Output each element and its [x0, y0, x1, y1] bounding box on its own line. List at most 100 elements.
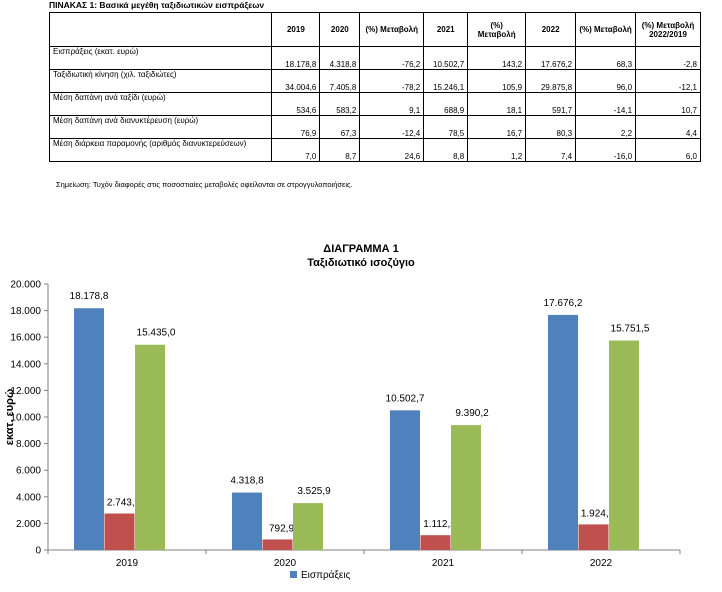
table-header-cell: 2020: [319, 12, 361, 47]
bar: [74, 308, 104, 550]
table-header-cell: 2022: [525, 12, 577, 47]
table-cell: 80,3: [525, 115, 577, 139]
table-cell: 7.405,8: [319, 69, 361, 93]
table-title: ΠΙΝΑΚΑΣ 1: Βασικά μεγέθη ταξιδιωτικών ει…: [49, 0, 265, 10]
table-cell: 67,3: [319, 115, 361, 139]
y-tick-label: 6.000: [16, 466, 41, 477]
table-cell: 78,5: [423, 115, 469, 139]
table-row: Μέση διάρκεια παραμονής (αριθμός διανυκτ…: [48, 138, 701, 162]
bar: [293, 503, 323, 550]
table-cell: 10,7: [635, 92, 701, 116]
bar: [390, 410, 420, 550]
table-header-cell: [48, 12, 273, 47]
data-label: 10.502,7: [386, 393, 425, 404]
table-cell: 2,2: [575, 115, 637, 139]
table-note: Σημείωση: Τυχόν διαφορές στις ποσοστιαίε…: [56, 180, 353, 189]
bar: [451, 425, 481, 550]
stats-table: 2019 2020 (%) Μεταβολή 2021 (%) Μεταβολή 2022…: [48, 12, 701, 162]
data-label: 2.743,8: [107, 498, 141, 509]
table-cell: -12,4: [359, 115, 425, 139]
table-row: Μέση δαπάνη ανά ταξίδι (ευρώ) 534,6 583,2 9…: [48, 92, 701, 116]
x-tick-label: 2022: [590, 558, 613, 569]
table-cell: 76,9: [271, 115, 321, 139]
table-cell: 68,3: [575, 46, 637, 70]
y-tick-label: 2.000: [16, 519, 41, 530]
table-row: Ταξιδιωτική κίνηση (χιλ. ταξιδιώτες) 34.0…: [48, 69, 701, 93]
table-cell: 18,1: [467, 92, 527, 116]
table-cell: 583,2: [319, 92, 361, 116]
table-header-cell: (%) Μεταβολή 2022/2019: [635, 12, 701, 47]
table-cell: -14,1: [575, 92, 637, 116]
table-header-cell: 2019: [271, 12, 321, 47]
table-cell: 4.318,8: [319, 46, 361, 70]
chart-subtitle: Ταξιδιωτικό ισοζύγιο: [307, 257, 415, 269]
table-header-cell: (%) Μεταβολή: [575, 12, 637, 47]
table-cell: 29.875,8: [525, 69, 577, 93]
table-cell: 16,7: [467, 115, 527, 139]
row-label: Μέση δαπάνη ανά διανυκτέρευση (ευρώ): [48, 115, 273, 139]
x-tick-label: 2019: [116, 558, 139, 569]
y-tick-label: 14.000: [10, 359, 41, 370]
data-label: 15.435,0: [137, 328, 176, 339]
data-label: 18.178,8: [70, 291, 109, 302]
table-cell: 7,4: [525, 138, 577, 162]
row-label: Εισπράξεις (εκατ. ευρώ): [48, 46, 273, 70]
legend-entry: Εισπράξεις: [301, 569, 351, 581]
y-tick-label: 16.000: [10, 333, 41, 344]
table-cell: 8,8: [423, 138, 469, 162]
chart-diagram-1: ΔΙΑΓΡΑΜΜΑ 1 Ταξιδιωτικό ισοζύγιο 0 2.000 4.0…: [4, 243, 681, 581]
data-label: 792,9: [269, 523, 294, 534]
y-tick-label: 10.000: [10, 413, 41, 424]
table-cell: -76,2: [359, 46, 425, 70]
x-tick-label: 2020: [274, 558, 297, 569]
table-cell: -12,1: [635, 69, 701, 93]
data-label: 15.751,5: [611, 324, 650, 335]
table-header-cell: 2021: [423, 12, 469, 47]
table-cell: 534,6: [271, 92, 321, 116]
table-cell: 15.246,1: [423, 69, 469, 93]
table-cell: -16,0: [575, 138, 637, 162]
table-cell: 4,4: [635, 115, 701, 139]
table-row: Εισπράξεις (εκατ. ευρώ) 18.178,8 4.318,8 -7…: [48, 46, 701, 70]
y-tick-label: 8.000: [16, 439, 41, 450]
bar: [232, 492, 262, 550]
table-cell: 1,2: [467, 138, 527, 162]
x-tick-label: 2021: [432, 558, 455, 569]
legend-swatch: [290, 571, 297, 578]
table-cell: 96,0: [575, 69, 637, 93]
table-header-cell: (%) Μεταβολή: [467, 12, 527, 47]
table-cell: 34.004,6: [271, 69, 321, 93]
table-cell: -78,2: [359, 69, 425, 93]
table-cell: 105,9: [467, 69, 527, 93]
data-label: 3.525,9: [297, 486, 331, 497]
bar: [135, 344, 165, 550]
bar: [420, 535, 451, 550]
table-cell: 143,2: [467, 46, 527, 70]
y-tick-label: 20.000: [10, 280, 41, 291]
bar: [104, 513, 135, 550]
table-cell: 24,6: [359, 138, 425, 162]
y-tick-label: 18.000: [10, 306, 41, 317]
table-cell: -2,8: [635, 46, 701, 70]
table-cell: 10.502,7: [423, 46, 469, 70]
table-header-row: 2019 2020 (%) Μεταβολή 2021 (%) Μεταβολή 2022…: [48, 12, 701, 47]
table-cell: 18.178,8: [271, 46, 321, 70]
y-tick-label: 0: [35, 546, 41, 557]
y-tick-label: 12.000: [10, 386, 41, 397]
chart-title: ΔΙΑΓΡΑΜΜΑ 1: [323, 243, 398, 255]
table-cell: 17.676,2: [525, 46, 577, 70]
data-label: 4.318,8: [230, 476, 264, 487]
table-cell: 688,9: [423, 92, 469, 116]
table-cell: 9,1: [359, 92, 425, 116]
table-cell: 591,7: [525, 92, 577, 116]
y-tick-label: 4.000: [16, 492, 41, 503]
data-label: 9.390,2: [455, 408, 489, 419]
row-label: Ταξιδιωτική κίνηση (χιλ. ταξιδιώτες): [48, 69, 273, 93]
bar: [609, 340, 639, 550]
table-cell: 6,0: [635, 138, 701, 162]
table-row: Μέση δαπάνη ανά διανυκτέρευση (ευρώ) 76,9…: [48, 115, 701, 139]
data-label: 1.924,6: [581, 508, 615, 519]
row-label: Μέση δαπάνη ανά ταξίδι (ευρώ): [48, 92, 273, 116]
table-header-cell: (%) Μεταβολή: [359, 12, 425, 47]
bar: [578, 524, 609, 550]
